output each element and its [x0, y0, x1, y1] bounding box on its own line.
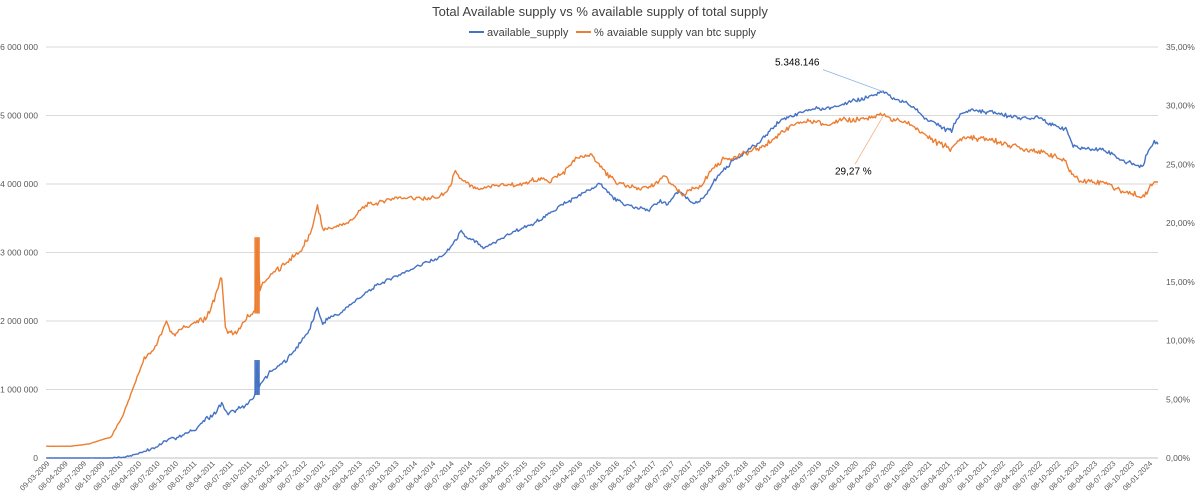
y-right-tick-label: 5,00% — [1166, 394, 1191, 404]
y-left-tick-label: 1 000 000 — [0, 385, 38, 395]
y-left-tick-label: 6 000 000 — [0, 42, 38, 52]
annotation-label-percent: 29,27 % — [835, 166, 872, 177]
annotation-supply-peak: 5.348.146 — [775, 58, 884, 93]
legend: available_supply % avaiable supply van b… — [469, 27, 757, 39]
gridlines — [46, 46, 1158, 459]
y-left-tick-label: 3 000 000 — [0, 248, 38, 258]
percent-spike-band — [254, 237, 260, 314]
supply-spike-band — [254, 360, 260, 395]
annotation-percent-peak: 29,27 % — [835, 116, 884, 177]
legend-label-percent: % avaiable supply van btc supply — [594, 27, 757, 39]
annotation-leader-supply — [822, 69, 884, 93]
y-axis-right: 0,00% 5,00% 10,00% 15,00% 20,00% 25,00% 30,00%… — [1166, 42, 1195, 463]
y-right-tick-label: 15,00% — [1166, 277, 1195, 287]
y-right-tick-label: 10,00% — [1166, 336, 1195, 346]
series-line-available-supply — [46, 90, 1159, 459]
annotation-label-supply: 5.348.146 — [775, 58, 820, 69]
y-right-tick-label: 25,00% — [1166, 159, 1195, 169]
y-left-tick-label: 4 000 000 — [0, 179, 38, 189]
chart-title: Total Available supply vs % available su… — [432, 4, 768, 19]
legend-label-available-supply: available_supply — [487, 27, 569, 39]
y-right-tick-label: 20,00% — [1166, 218, 1195, 228]
y-right-tick-label: 35,00% — [1166, 42, 1195, 52]
y-right-tick-label: 0,00% — [1166, 453, 1191, 463]
y-left-tick-label: 5 000 000 — [0, 111, 38, 121]
y-axis-left: 0 1 000 000 2 000 000 3 000 000 4 000 000 5 0… — [0, 42, 38, 463]
x-axis: 09-03-200908-04-200908-07-200908-10-2009… — [18, 457, 1158, 493]
y-right-tick-label: 30,00% — [1166, 101, 1195, 111]
y-left-tick-label: 0 — [33, 453, 38, 463]
series-line-percent — [46, 112, 1158, 448]
annotation-leader-percent — [854, 116, 884, 165]
y-left-tick-label: 2 000 000 — [0, 316, 38, 326]
